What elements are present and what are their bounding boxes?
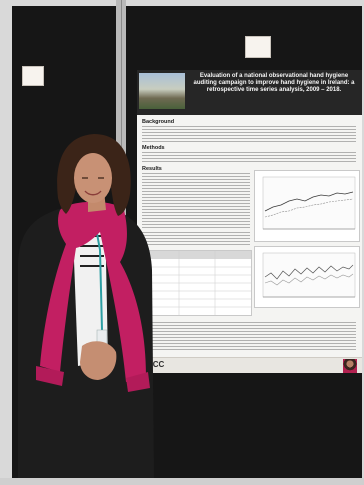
pink-scarf: [40, 201, 146, 382]
face: [74, 153, 112, 203]
university-logo: UCC: [147, 360, 165, 369]
board-number-tag-right: [245, 36, 271, 58]
clasped-hands: [80, 341, 117, 380]
background-text: [142, 126, 356, 144]
header-campus-photo: [139, 73, 185, 109]
poster-title: Evaluation of a national observational h…: [193, 73, 355, 93]
poster-header: Evaluation of a national observational h…: [137, 70, 362, 115]
hair: [57, 134, 131, 216]
figure-1-chart: [262, 176, 356, 230]
floor: [0, 478, 364, 485]
section-heading-results: Results: [142, 166, 162, 172]
research-poster: Evaluation of a national observational h…: [137, 70, 362, 373]
table-1-grid: [143, 251, 251, 315]
conclusion-text: [142, 322, 356, 352]
results-text: [142, 173, 250, 229]
table-1-panel: [142, 250, 252, 316]
results-text-2: [142, 232, 250, 246]
figure-2-chart: [262, 252, 356, 298]
board-number-tag-left: [22, 66, 44, 86]
section-heading-methods: Methods: [142, 145, 165, 151]
poster-footer: UCC: [137, 357, 362, 373]
figure-2-panel: [254, 246, 360, 308]
methods-text: [142, 152, 356, 164]
figure-1-panel: [254, 170, 360, 242]
author-photo: [343, 359, 357, 373]
section-heading-background: Background: [142, 119, 175, 125]
